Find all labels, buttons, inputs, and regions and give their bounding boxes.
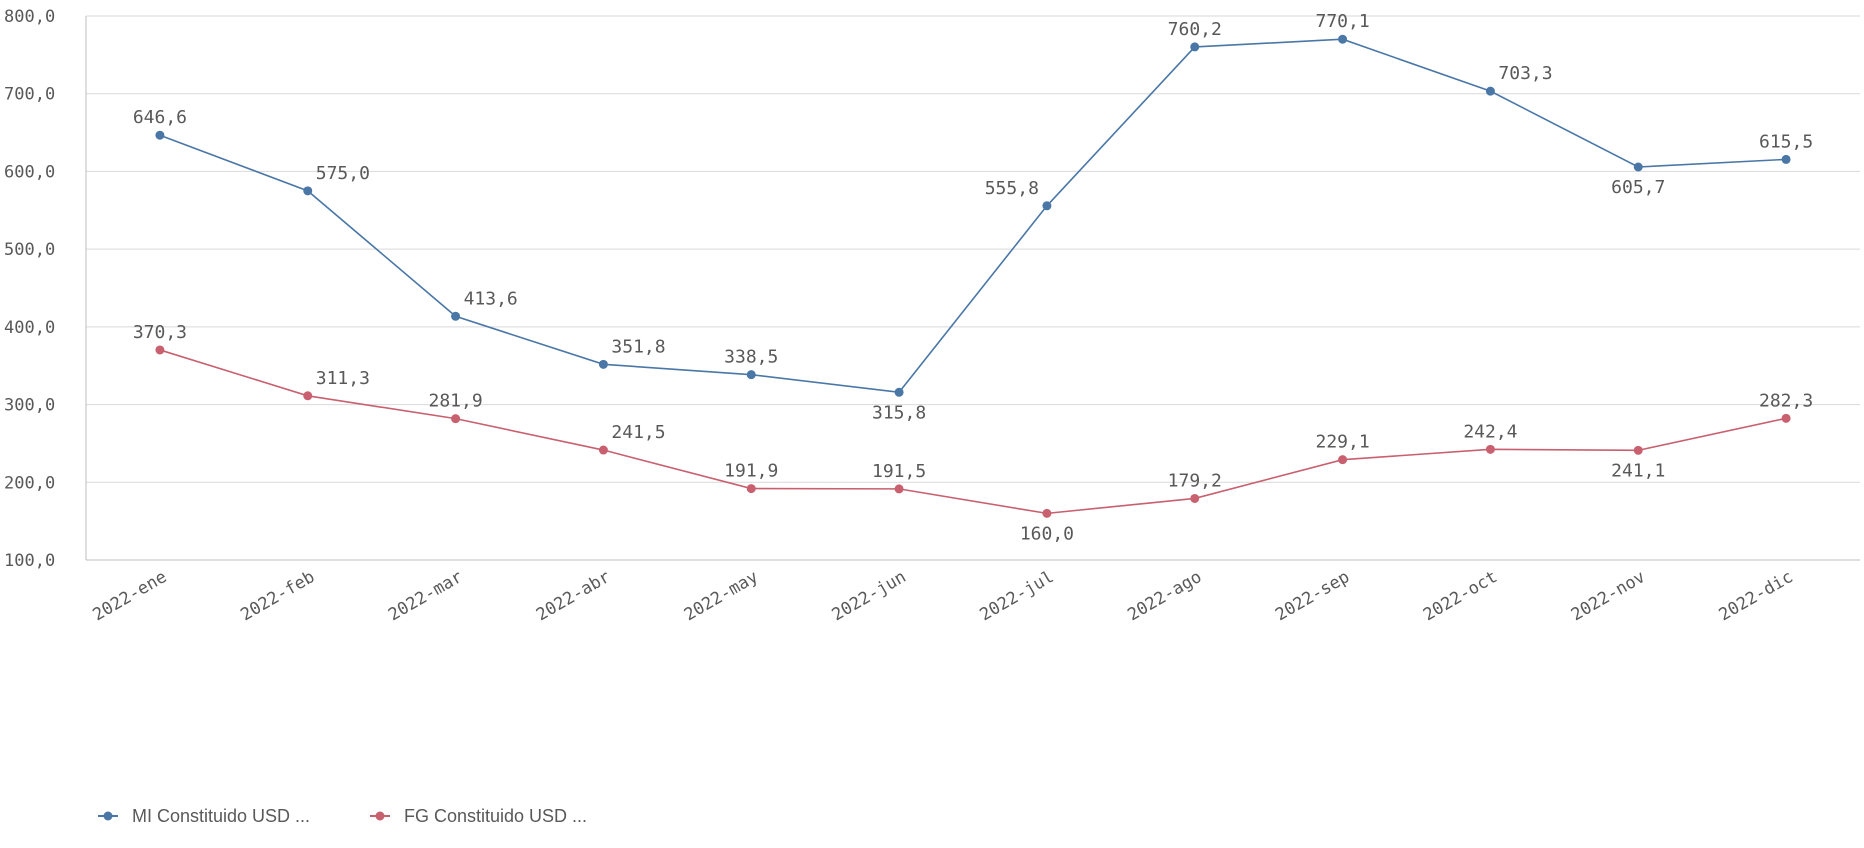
data-point[interactable] bbox=[1190, 42, 1200, 52]
y-tick-label: 300,0 bbox=[4, 396, 55, 416]
data-label: 413,6 bbox=[464, 288, 518, 309]
data-label: 311,3 bbox=[316, 368, 370, 389]
data-point[interactable] bbox=[1338, 455, 1348, 465]
data-point[interactable] bbox=[1485, 86, 1495, 96]
data-label: 370,3 bbox=[133, 322, 187, 343]
x-tick-label: 2022-abr bbox=[533, 567, 614, 625]
data-labels: 646,6 575,0 413,6 351,8 338,5 315,8 555,8 760,2… bbox=[133, 11, 1813, 544]
legend-label[interactable]: MI Constituido USD ... bbox=[132, 806, 310, 826]
data-point[interactable] bbox=[155, 130, 165, 140]
data-label: 241,1 bbox=[1611, 460, 1665, 481]
y-tick-label: 100,0 bbox=[4, 551, 55, 571]
data-point[interactable] bbox=[598, 359, 608, 369]
data-point[interactable] bbox=[746, 370, 756, 380]
axes bbox=[85, 16, 1860, 561]
data-point[interactable] bbox=[155, 345, 165, 355]
data-point[interactable] bbox=[451, 311, 461, 321]
data-point[interactable] bbox=[1190, 493, 1200, 503]
data-point[interactable] bbox=[1042, 508, 1052, 518]
data-point[interactable] bbox=[303, 391, 313, 401]
y-tick-label: 700,0 bbox=[4, 85, 55, 105]
data-point[interactable] bbox=[1781, 154, 1791, 164]
series-line bbox=[159, 38, 1787, 394]
data-point[interactable] bbox=[894, 387, 904, 397]
x-tick-label: 2022-ene bbox=[89, 567, 170, 625]
data-point[interactable] bbox=[598, 445, 608, 455]
data-label: 191,5 bbox=[872, 461, 926, 482]
y-tick-label: 800,0 bbox=[4, 7, 55, 27]
x-tick-label: 2022-nov bbox=[1568, 567, 1649, 625]
x-tick-label: 2022-jun bbox=[829, 567, 910, 625]
legend-label[interactable]: FG Constituido USD ... bbox=[404, 806, 587, 826]
data-point[interactable] bbox=[303, 186, 313, 196]
x-tick-label: 2022-jul bbox=[976, 567, 1057, 625]
y-tick-label: 600,0 bbox=[4, 162, 55, 182]
data-label: 575,0 bbox=[316, 163, 370, 184]
legend-marker-icon bbox=[103, 811, 113, 821]
data-label: 179,2 bbox=[1168, 470, 1222, 491]
data-label: 555,8 bbox=[985, 178, 1039, 199]
x-axis-tick-labels: 2022-ene 2022-feb 2022-mar 2022-abr 2022-may… bbox=[89, 567, 1796, 625]
x-tick-label: 2022-ago bbox=[1124, 567, 1205, 625]
gridlines bbox=[86, 15, 1860, 483]
x-tick-label: 2022-may bbox=[681, 567, 762, 625]
data-point[interactable] bbox=[451, 414, 461, 424]
y-tick-label: 200,0 bbox=[4, 473, 55, 493]
series-line bbox=[159, 349, 1787, 515]
data-point[interactable] bbox=[1633, 445, 1643, 455]
data-label: 281,9 bbox=[428, 391, 482, 412]
data-label: 338,5 bbox=[724, 347, 778, 368]
x-tick-label: 2022-oct bbox=[1420, 567, 1501, 625]
data-label: 760,2 bbox=[1168, 19, 1222, 40]
data-label: 191,9 bbox=[724, 461, 778, 482]
x-tick-label: 2022-feb bbox=[237, 567, 318, 625]
legend[interactable]: MI Constituido USD ... FG Constituido USD… bbox=[98, 806, 587, 826]
series-group bbox=[155, 34, 1791, 518]
data-point[interactable] bbox=[746, 484, 756, 494]
data-point[interactable] bbox=[1781, 413, 1791, 423]
data-label: 242,4 bbox=[1463, 421, 1517, 442]
x-tick-label: 2022-mar bbox=[385, 567, 466, 625]
y-tick-label: 400,0 bbox=[4, 318, 55, 338]
y-axis-tick-labels: 100,0 200,0 300,0 400,0 500,0 600,0 700,0 800,0 bbox=[4, 7, 55, 571]
data-label: 282,3 bbox=[1759, 390, 1813, 411]
data-label: 229,1 bbox=[1315, 432, 1369, 453]
data-point[interactable] bbox=[1633, 162, 1643, 172]
legend-marker-icon bbox=[375, 811, 385, 821]
data-label: 703,3 bbox=[1498, 63, 1552, 84]
data-label: 646,6 bbox=[133, 107, 187, 128]
x-tick-label: 2022-sep bbox=[1272, 567, 1353, 625]
data-label: 770,1 bbox=[1315, 11, 1369, 32]
data-label: 160,0 bbox=[1020, 523, 1074, 544]
data-label: 605,7 bbox=[1611, 177, 1665, 198]
y-tick-label: 500,0 bbox=[4, 240, 55, 260]
data-point[interactable] bbox=[1485, 444, 1495, 454]
data-label: 615,5 bbox=[1759, 131, 1813, 152]
data-point[interactable] bbox=[1338, 34, 1348, 44]
data-point[interactable] bbox=[894, 484, 904, 494]
data-label: 351,8 bbox=[611, 336, 665, 357]
data-label: 315,8 bbox=[872, 402, 926, 423]
data-point[interactable] bbox=[1042, 201, 1052, 211]
data-label: 241,5 bbox=[611, 422, 665, 443]
x-tick-label: 2022-dic bbox=[1716, 567, 1797, 625]
